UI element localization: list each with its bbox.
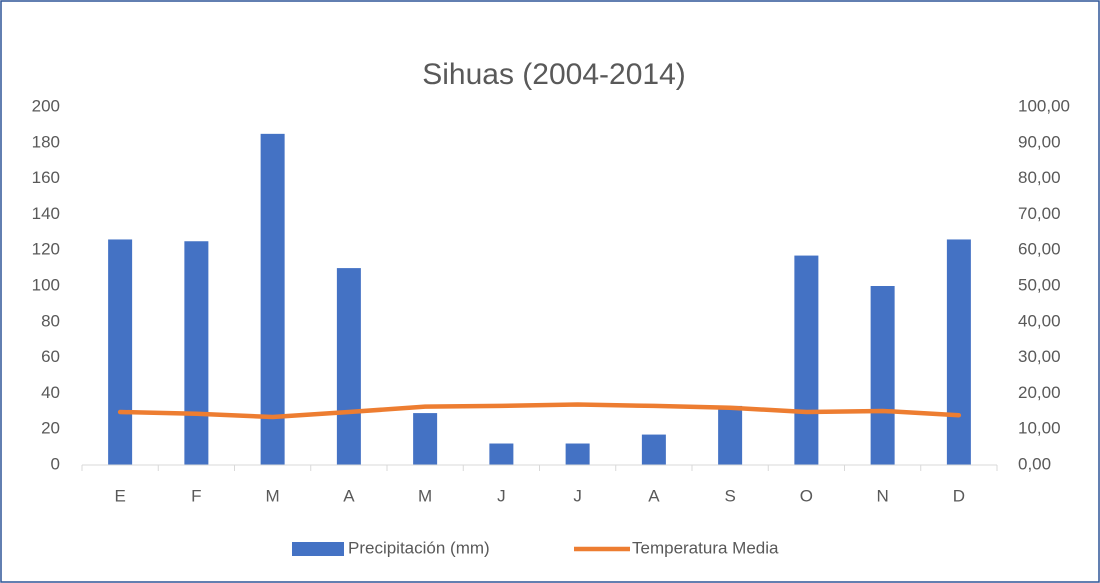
y-tick-label: 40 (41, 383, 60, 402)
y-tick-label: 200 (32, 96, 60, 115)
y-tick-label: 140 (32, 204, 60, 223)
y2-tick-label: 40,00 (1018, 311, 1061, 330)
y2-tick-label: 60,00 (1018, 240, 1061, 259)
y2-tick-label: 100,00 (1018, 96, 1070, 115)
y-tick-label: 160 (32, 168, 60, 187)
x-tick-label: J (497, 486, 506, 505)
y2-tick-label: 20,00 (1018, 383, 1061, 402)
y-tick-label: 120 (32, 240, 60, 259)
legend-label: Temperatura Media (632, 538, 779, 557)
y-tick-label: 0 (51, 454, 60, 473)
legend-swatch (292, 542, 344, 556)
bar (413, 413, 438, 465)
y2-tick-label: 0,00 (1018, 454, 1051, 473)
y-tick-label: 100 (32, 275, 60, 294)
y-tick-label: 80 (41, 311, 60, 330)
bar (946, 239, 971, 465)
x-tick-label: A (648, 486, 660, 505)
y2-tick-label: 50,00 (1018, 275, 1061, 294)
x-tick-label: N (876, 486, 888, 505)
legend-label: Precipitación (mm) (348, 538, 490, 557)
x-tick-label: O (800, 486, 813, 505)
bar (641, 434, 666, 465)
bar (489, 443, 514, 465)
bar (794, 255, 819, 465)
y2-tick-label: 90,00 (1018, 132, 1061, 151)
x-tick-label: E (114, 486, 125, 505)
y-tick-label: 180 (32, 132, 60, 151)
x-tick-label: M (418, 486, 432, 505)
x-tick-label: D (953, 486, 965, 505)
x-tick-label: A (343, 486, 355, 505)
x-tick-label: M (266, 486, 280, 505)
bar (108, 239, 133, 465)
bar (184, 241, 209, 465)
bar (870, 286, 895, 465)
chart-title: Sihuas (2004-2014) (422, 58, 686, 91)
y-tick-label: 20 (41, 419, 60, 438)
y2-tick-label: 80,00 (1018, 168, 1061, 187)
y-tick-label: 60 (41, 347, 60, 366)
bar (718, 405, 743, 465)
x-tick-label: S (724, 486, 735, 505)
y2-tick-label: 10,00 (1018, 419, 1061, 438)
y2-tick-label: 30,00 (1018, 347, 1061, 366)
x-tick-label: F (191, 486, 201, 505)
x-tick-label: J (573, 486, 582, 505)
bar (336, 268, 361, 465)
y2-tick-label: 70,00 (1018, 204, 1061, 223)
line (117, 402, 962, 420)
bar (260, 133, 285, 465)
bar (565, 443, 590, 465)
